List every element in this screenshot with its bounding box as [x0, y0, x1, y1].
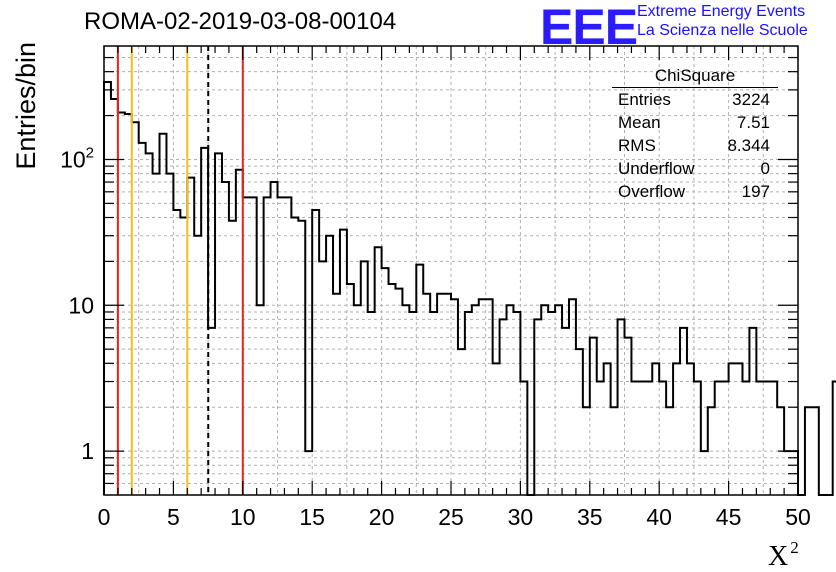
- histogram-line: [103, 80, 836, 496]
- x-tick-label: 20: [369, 504, 395, 530]
- y-tick-label: 1: [81, 438, 94, 464]
- x-tick-label: 10: [230, 504, 256, 530]
- stats-row-underflow: Underflow 0: [612, 157, 778, 180]
- reference-lines: [116, 46, 244, 495]
- y-tick-label: 10: [68, 292, 94, 318]
- x-tick-label: 0: [98, 504, 111, 530]
- stats-label: RMS: [618, 136, 656, 155]
- x-tick-label: 5: [167, 504, 180, 530]
- x-tick-label: 25: [438, 504, 464, 530]
- logo-tagline-1: Extreme Energy Events: [637, 3, 806, 20]
- x-tick-label: 35: [577, 504, 603, 530]
- stats-label: Entries: [618, 90, 671, 109]
- y-tick-labels: 1 10 102: [60, 144, 94, 464]
- stats-row-overflow: Overflow 197: [612, 180, 778, 203]
- stats-title: ChiSquare: [612, 66, 778, 88]
- x-tick-labels: 0 5 10 15 20 25 30 35 40 45 50: [98, 504, 811, 530]
- stats-label: Mean: [618, 113, 661, 132]
- x-tick-label: 30: [508, 504, 534, 530]
- x-tick-label: 45: [716, 504, 742, 530]
- stats-row-entries: Entries 3224: [612, 88, 778, 111]
- grid-lines: [104, 46, 798, 495]
- y-axis-title: Entries/bin: [11, 42, 41, 170]
- stats-value: 0: [760, 159, 770, 178]
- stats-box: ChiSquare Entries 3224 Mean 7.51 RMS 8.3…: [612, 66, 778, 203]
- stats-value: 8.344: [727, 136, 770, 155]
- stats-value: 3224: [732, 90, 770, 109]
- chart-title: ROMA-02-2019-03-08-00104: [84, 8, 397, 35]
- eee-logo-mark: EEE: [540, 0, 638, 55]
- logo-tagline-2: La Scienza nelle Scuole: [637, 22, 808, 39]
- stats-label: Overflow: [618, 182, 686, 201]
- histogram-series: [103, 80, 836, 496]
- x-tick-label: 40: [646, 504, 672, 530]
- x-tick-label: 15: [299, 504, 325, 530]
- stats-row-rms: RMS 8.344: [612, 134, 778, 157]
- stats-label: Underflow: [618, 159, 695, 178]
- x-tick-label: 50: [785, 504, 811, 530]
- x-axis-title-superscript: 2: [790, 538, 799, 557]
- stats-value: 197: [741, 182, 770, 201]
- stats-row-mean: Mean 7.51: [612, 111, 778, 134]
- x-axis-title-base: X: [768, 541, 788, 572]
- stats-value: 7.51: [736, 113, 770, 132]
- axis-ticks: [103, 46, 799, 495]
- y-tick-label: 102: [60, 144, 94, 172]
